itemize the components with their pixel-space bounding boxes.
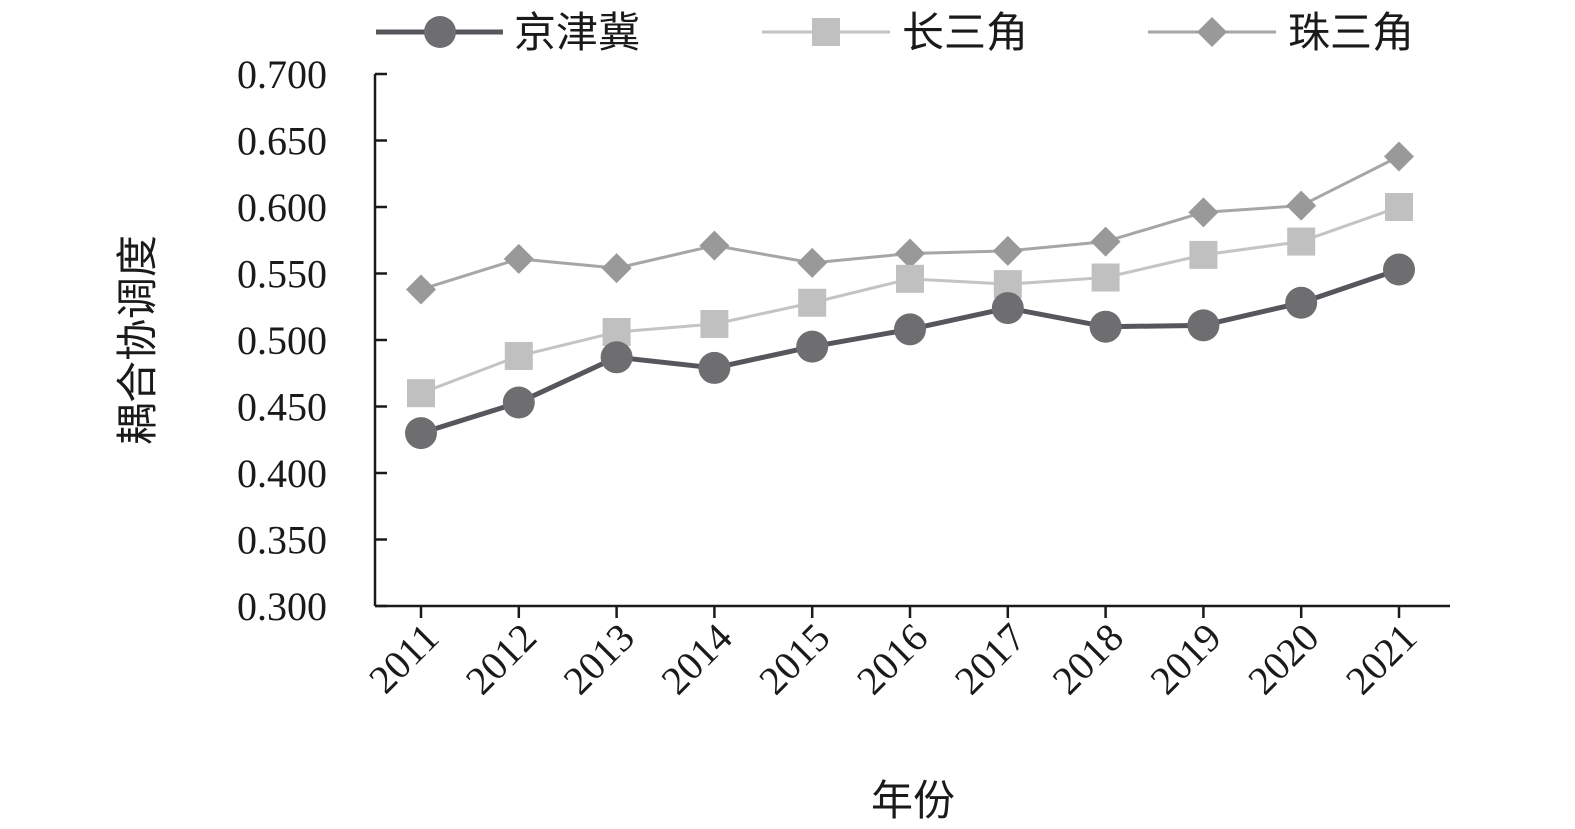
x-tick-label: 2012: [457, 615, 545, 703]
x-tick-label: 2017: [946, 615, 1034, 703]
data-point: [600, 341, 633, 374]
data-point: [1285, 286, 1318, 319]
x-tick-label: 2019: [1141, 615, 1229, 703]
series-square: [407, 193, 1413, 408]
data-point: [1383, 253, 1415, 286]
legend-item: 珠三角: [1148, 8, 1414, 57]
data-point: [1090, 226, 1121, 257]
data-point: [796, 330, 829, 363]
data-point: [700, 310, 729, 339]
data-point: [698, 351, 731, 384]
y-tick-label: 0.300: [237, 584, 327, 629]
data-point: [1091, 263, 1120, 292]
series-line: [420, 267, 1400, 436]
data-point: [894, 313, 926, 346]
data-point: [405, 417, 437, 450]
legend-marker: [812, 18, 840, 46]
x-tick-label: 2011: [360, 615, 447, 702]
data-point: [991, 292, 1024, 325]
legend-item: 京津冀: [376, 8, 640, 57]
data-point: [1287, 227, 1316, 256]
x-tick-label: 2014: [652, 615, 740, 703]
data-point: [797, 247, 828, 278]
data-point: [1384, 141, 1414, 172]
data-point: [699, 230, 730, 261]
y-tick-label: 0.350: [237, 518, 327, 563]
legend-marker: [1197, 17, 1227, 47]
x-tick-label: 2021: [1337, 615, 1425, 703]
legend-marker: [424, 16, 456, 48]
y-axis: 0.300 0.350 0.400 0.450 0.500 0.550 0.600 0.650…: [237, 52, 387, 629]
x-tick-label: 2020: [1239, 615, 1327, 703]
data-point: [896, 264, 924, 293]
x-tick-label: 2015: [750, 615, 838, 703]
x-axis-title: 年份: [871, 776, 955, 825]
data-point: [1089, 310, 1122, 343]
y-tick-label: 0.450: [237, 385, 327, 430]
y-tick-label: 0.650: [237, 119, 327, 164]
series-diamond: [406, 141, 1414, 305]
data-point: [992, 235, 1023, 266]
y-tick-label: 0.550: [237, 252, 327, 297]
data-point: [798, 288, 827, 317]
legend-label: 京津冀: [514, 8, 640, 57]
data-point: [503, 243, 534, 274]
y-tick-label: 0.700: [237, 52, 327, 97]
y-axis-title: 耦合协调度: [113, 235, 162, 445]
data-point: [504, 341, 533, 370]
y-tick-label: 0.500: [237, 318, 327, 363]
x-tick-label: 2018: [1044, 615, 1132, 703]
data-point: [601, 253, 632, 284]
data-point: [407, 379, 435, 408]
data-point: [1189, 240, 1218, 269]
series-circle: [405, 253, 1415, 450]
data-point: [406, 274, 436, 305]
data-point: [1385, 193, 1413, 221]
y-tick-label: 0.400: [237, 451, 327, 496]
data-point: [1286, 190, 1317, 221]
y-tick-label: 0.600: [237, 185, 327, 230]
series-layer: [405, 141, 1415, 450]
data-point: [1187, 309, 1220, 342]
series-line: [420, 205, 1400, 395]
x-tick-label: 2016: [848, 615, 936, 703]
legend-item: 长三角: [762, 8, 1028, 57]
data-point: [502, 386, 535, 419]
legend-label: 长三角: [902, 8, 1028, 57]
data-point: [895, 238, 925, 269]
legend: 京津冀 长三角 珠三角: [376, 8, 1414, 57]
legend-label: 珠三角: [1288, 8, 1414, 57]
data-point: [1188, 197, 1219, 228]
x-tick-label: 2013: [555, 615, 643, 703]
x-axis: 2011 2012 2013 2014 2015 2016 2017 2018 2019 2020…: [360, 604, 1450, 703]
